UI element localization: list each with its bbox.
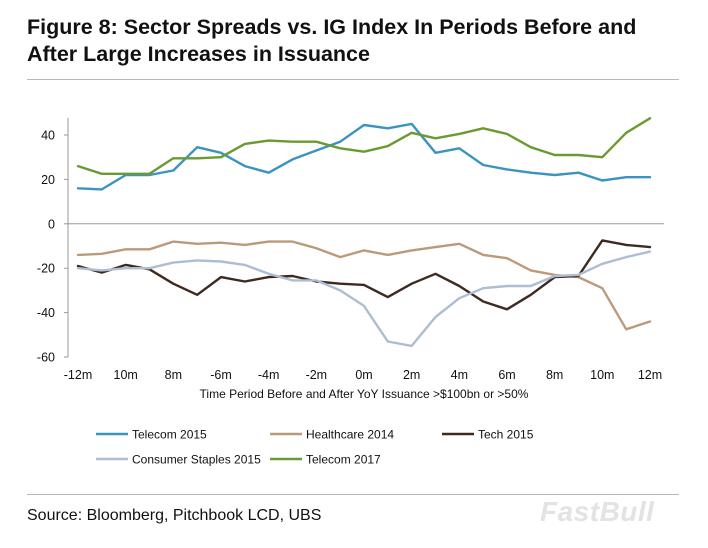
x-axis-title: Time Period Before and After YoY Issuanc… [200,387,529,401]
legend-label-healthcare-2014: Healthcare 2014 [306,428,394,442]
x-tick-label: 0m [355,368,372,382]
y-tick-label: -20 [37,262,55,276]
x-tick-label: 6m [498,368,515,382]
legend-label-telecom-2015: Telecom 2015 [132,428,207,442]
legend-label-consumer-staples-2015: Consumer Staples 2015 [132,453,261,467]
series-layer [76,117,652,348]
y-tick-label: -60 [37,351,55,365]
source-divider [27,494,679,495]
chart-title-line-1: Figure 8: Sector Spreads vs. IG Index In… [27,15,637,39]
x-tick-label: -12m [64,368,92,382]
series-line-telecom-2017 [76,117,652,176]
x-tick-label: -4m [258,368,280,382]
x-tick-label: 4m [451,368,468,382]
x-tick-label: -2m [306,368,328,382]
source-note: Source: Bloomberg, Pitchbook LCD, UBS [27,507,322,524]
y-tick-label: 20 [41,173,55,187]
series-line-telecom-2015 [76,122,652,191]
y-tick-label: -40 [37,306,55,320]
title-divider [27,79,679,80]
legend-label-telecom-2017: Telecom 2017 [306,453,381,467]
y-tick-label: 40 [41,129,55,143]
chart-title-line-2: After Large Increases in Issuance [27,42,370,66]
x-tick-label: 8m [165,368,182,382]
y-tick-label: 0 [48,217,55,231]
series-line-consumer-staples-2015 [76,250,652,348]
x-tick-label: 10m [114,368,138,382]
tick-labels: -60 -40 -20 0 20 40 -12m 10m 8m -6m -4m -2m 0m 2m 4m 6m… [37,129,662,383]
x-tick-label: 12m [638,368,662,382]
legend-label-tech-2015: Tech 2015 [478,428,534,442]
watermark-logo: FastBull [540,496,655,527]
x-tick-label: 8m [546,368,563,382]
x-tick-label: -6m [210,368,232,382]
legend: Telecom 2015 Healthcare 2014 Tech 2015 Cons… [96,428,534,467]
axes [64,118,664,358]
x-tick-label: 2m [403,368,420,382]
x-tick-label: 10m [590,368,614,382]
chart-title: Figure 8: Sector Spreads vs. IG Index In… [27,14,687,68]
